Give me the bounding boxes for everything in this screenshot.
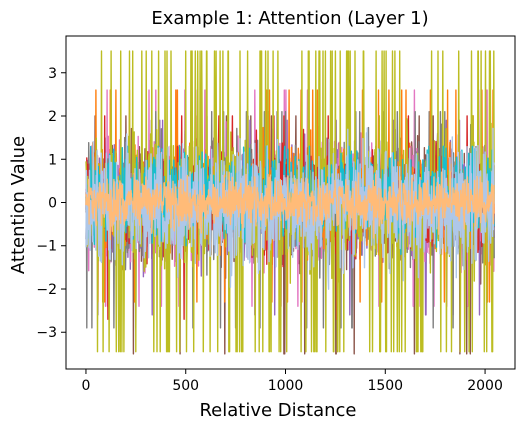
y-tick-label: 2 [48, 109, 57, 125]
y-tick-label: 3 [48, 66, 57, 82]
y-tick-label: −2 [36, 282, 57, 298]
x-tick-label: 1500 [367, 378, 403, 394]
chart-title: Example 1: Attention (Layer 1) [151, 8, 428, 29]
x-tick-label: 2000 [467, 378, 503, 394]
y-tick-label: 0 [48, 196, 57, 212]
y-tick-label: 1 [48, 152, 57, 168]
series-line-9 [85, 171, 495, 241]
plot-area [85, 50, 495, 355]
x-axis: 0 500 1000 1500 2000 [81, 369, 503, 394]
x-tick-label: 500 [172, 378, 199, 394]
x-tick-label: 1000 [268, 378, 304, 394]
y-tick-label: −3 [36, 325, 57, 341]
y-axis: −3 −2 −1 0 1 2 3 [36, 66, 66, 341]
x-tick-label: 0 [81, 378, 90, 394]
x-axis-label: Relative Distance [199, 400, 356, 421]
y-tick-label: −1 [36, 239, 57, 255]
y-axis-label: Attention Value [8, 136, 29, 274]
